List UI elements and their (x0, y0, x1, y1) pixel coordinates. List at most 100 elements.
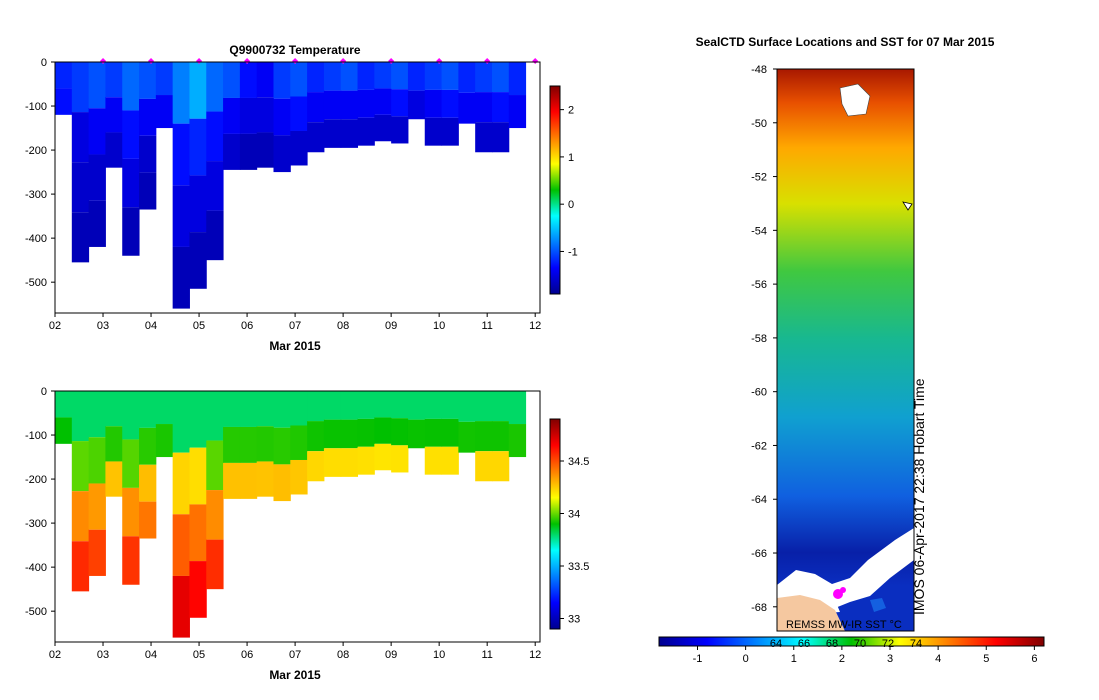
contour-label: 68 (826, 638, 838, 650)
temperature-cell (273, 98, 291, 136)
salinity-cell (491, 391, 510, 422)
x-tick-label: 03 (97, 649, 109, 661)
temperature-cell (374, 114, 392, 142)
temperature-cell (374, 62, 392, 89)
salinity-cell (407, 419, 426, 449)
salinity-cell (88, 483, 106, 530)
temperature-cell (71, 162, 90, 213)
track-arrow (902, 201, 913, 211)
salinity-cell (256, 461, 274, 497)
salinity-cell (88, 437, 106, 484)
colorbar-tick-label: 1 (568, 152, 574, 164)
salinity-cell (206, 440, 224, 491)
sea-ice-region (777, 528, 914, 612)
temperature-cell (71, 62, 90, 113)
salinity-cell (71, 391, 90, 442)
salinity-cell (223, 391, 241, 427)
temperature-cell (424, 89, 443, 118)
salinity-cell (239, 426, 258, 463)
temperature-cell (172, 123, 190, 186)
y-tick-label: -100 (25, 101, 47, 113)
temperature-cell (307, 122, 325, 153)
salinity-cell (340, 391, 359, 420)
temperature-cell (424, 62, 443, 90)
temperature-cell (340, 119, 359, 148)
temperature-cell (391, 89, 409, 117)
temperature-y-ticks: 0 -100 -200 -300 -400 -500 (25, 57, 55, 289)
contour-label: 74 (910, 638, 922, 650)
salinity-cell (391, 391, 409, 419)
map-y-tick-label: -60 (751, 387, 767, 399)
temperature-cell (122, 207, 140, 256)
salinity-cell (155, 424, 174, 458)
temperature-cell (441, 62, 459, 90)
y-tick-label: -500 (25, 606, 47, 618)
temperature-cell (273, 135, 291, 173)
temperature-cell (206, 210, 224, 261)
salinity-cell (122, 487, 140, 537)
x-tick-label: 09 (385, 320, 397, 332)
salinity-cell (323, 419, 342, 449)
y-tick-label: -300 (25, 189, 47, 201)
sst-field (777, 69, 914, 631)
salinity-cell (122, 391, 140, 440)
salinity-cell (122, 536, 140, 585)
salinity-colorbar-ticks: 33 33.5 34 34.5 (560, 456, 589, 626)
open-water-patch (870, 598, 886, 612)
x-tick-label: 07 (289, 649, 301, 661)
salinity-cell (357, 446, 375, 475)
salinity-cell (357, 391, 375, 419)
salinity-cell (340, 419, 359, 449)
antarctic-land (777, 595, 845, 631)
map-y-tick-label: -62 (751, 440, 767, 452)
temperature-cell (71, 212, 90, 263)
temperature-cell (508, 95, 527, 129)
salinity-cell (508, 424, 527, 458)
temperature-cell (105, 132, 123, 168)
temperature-cell (189, 175, 207, 233)
sst-colorbar-tick-label: 4 (935, 653, 941, 665)
salinity-x-ticks: 02 03 04 05 06 07 08 09 10 11 12 (49, 642, 541, 661)
sst-map-title: SealCTD Surface Locations and SST for 07… (696, 35, 995, 49)
seal-surface-positions-2 (840, 587, 846, 593)
salinity-cell (105, 461, 123, 497)
salinity-cell (407, 391, 426, 420)
salinity-cell (105, 391, 123, 427)
sst-map-panel: SealCTD Surface Locations and SST for 07… (658, 35, 1045, 665)
salinity-cell (491, 451, 510, 482)
salinity-cell (206, 539, 224, 590)
temperature-cell (155, 95, 174, 129)
colorbar-tick-label: 34 (568, 509, 580, 521)
sst-colorbar-tick-label: 3 (887, 653, 893, 665)
colorbar-tick-label: -1 (568, 246, 578, 258)
salinity-cell (290, 425, 308, 460)
salinity-cell (290, 391, 308, 426)
salinity-cell (424, 446, 443, 475)
temperature-cell (239, 62, 258, 98)
salinity-y-ticks: 0 -100 -200 -300 -400 -500 (25, 386, 55, 618)
temperature-cell (206, 161, 224, 211)
temperature-cell (491, 92, 510, 123)
temperature-cell (223, 133, 241, 170)
temperature-cell (88, 108, 106, 155)
colorbar-tick-label: 0 (568, 199, 574, 211)
x-tick-label: 10 (433, 320, 445, 332)
sst-map-y-ticks: -48 -50 -52 -54 -56 -58 -60 -62 -64 -66 -68 (751, 64, 777, 614)
salinity-cell (307, 451, 325, 482)
temperature-cell (122, 62, 140, 111)
x-tick-label: 02 (49, 320, 61, 332)
map-y-tick-label: -48 (751, 64, 767, 76)
map-y-tick-label: -52 (751, 172, 767, 184)
temperature-cell (155, 62, 174, 96)
temperature-cell (239, 97, 258, 134)
salinity-cell (206, 391, 224, 441)
temperature-cell (139, 172, 157, 210)
surface-marker (532, 58, 539, 64)
salinity-panel: 0 -100 -200 -300 -400 -500 02 03 04 05 06 07 08 09 10… (25, 386, 589, 682)
salinity-cell (189, 504, 207, 562)
sst-map-frame (776, 68, 915, 632)
salinity-cell (391, 418, 409, 446)
salinity-cell (256, 426, 274, 462)
temperature-cell (441, 89, 459, 118)
salinity-cell (424, 391, 443, 419)
